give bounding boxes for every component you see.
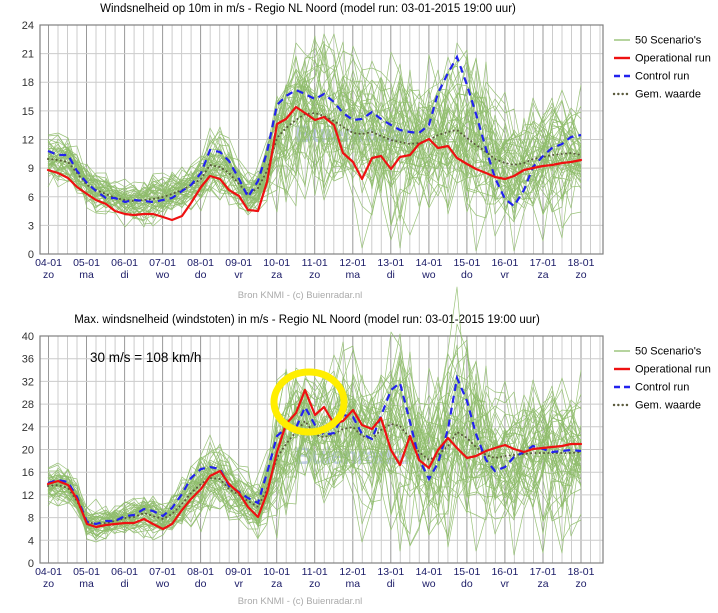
svg-text:zo: zo — [43, 578, 54, 590]
svg-text:4: 4 — [28, 535, 34, 547]
svg-text:do: do — [461, 578, 473, 590]
svg-text:13-01: 13-01 — [377, 566, 404, 578]
svg-text:07-01: 07-01 — [149, 566, 176, 578]
svg-text:do: do — [195, 269, 207, 281]
svg-text:17-01: 17-01 — [530, 257, 557, 269]
svg-text:vr: vr — [234, 578, 243, 590]
svg-text:24: 24 — [22, 20, 34, 32]
svg-text:Bron KNMI - (c) Buienradar.nl: Bron KNMI - (c) Buienradar.nl — [238, 290, 363, 301]
svg-text:do: do — [195, 578, 207, 590]
svg-text:Control run: Control run — [635, 382, 689, 394]
svg-text:36: 36 — [22, 354, 34, 366]
svg-text:16: 16 — [22, 467, 34, 479]
svg-text:30 m/s = 108 km/h: 30 m/s = 108 km/h — [90, 350, 201, 365]
svg-text:18-01: 18-01 — [568, 257, 595, 269]
svg-text:50 Scenario's: 50 Scenario's — [635, 35, 702, 47]
svg-text:vr: vr — [501, 578, 510, 590]
svg-text:05-01: 05-01 — [73, 566, 100, 578]
svg-text:wo: wo — [421, 269, 436, 281]
svg-text:07-01: 07-01 — [149, 257, 176, 269]
svg-text:10-01: 10-01 — [263, 566, 290, 578]
svg-text:zo: zo — [43, 269, 54, 281]
svg-text:40: 40 — [22, 331, 34, 343]
svg-text:15: 15 — [22, 106, 34, 118]
svg-text:ma: ma — [346, 578, 361, 590]
svg-text:Gem. waarde: Gem. waarde — [635, 400, 701, 412]
svg-text:06-01: 06-01 — [111, 566, 138, 578]
svg-text:04-01: 04-01 — [35, 257, 62, 269]
svg-text:zo: zo — [575, 578, 586, 590]
svg-text:16-01: 16-01 — [491, 566, 518, 578]
svg-text:09-01: 09-01 — [225, 257, 252, 269]
svg-text:zo: zo — [309, 269, 320, 281]
svg-text:ma: ma — [79, 269, 94, 281]
svg-text:20: 20 — [22, 445, 34, 457]
svg-text:15-01: 15-01 — [453, 566, 480, 578]
svg-text:50 Scenario's: 50 Scenario's — [635, 346, 702, 358]
svg-text:di: di — [121, 578, 129, 590]
svg-text:09-01: 09-01 — [225, 566, 252, 578]
svg-text:32: 32 — [22, 376, 34, 388]
svg-text:do: do — [461, 269, 473, 281]
svg-text:12: 12 — [22, 490, 34, 502]
svg-text:wo: wo — [155, 269, 170, 281]
svg-text:za: za — [271, 269, 282, 281]
svg-text:14-01: 14-01 — [415, 257, 442, 269]
svg-text:14-01: 14-01 — [415, 566, 442, 578]
svg-text:wo: wo — [155, 578, 170, 590]
svg-text:3: 3 — [28, 220, 34, 232]
svg-text:Max. windsnelheid (windstoten): Max. windsnelheid (windstoten) in m/s - … — [74, 314, 540, 326]
svg-text:17-01: 17-01 — [530, 566, 557, 578]
svg-text:zo: zo — [309, 578, 320, 590]
svg-text:13-01: 13-01 — [377, 257, 404, 269]
svg-text:vr: vr — [234, 269, 243, 281]
svg-text:24: 24 — [22, 422, 34, 434]
svg-text:12-01: 12-01 — [339, 257, 366, 269]
svg-text:di: di — [387, 269, 395, 281]
svg-text:11-01: 11-01 — [302, 566, 328, 578]
svg-text:Gem. waarde: Gem. waarde — [635, 89, 701, 101]
svg-text:Windsnelheid op 10m in m/s - R: Windsnelheid op 10m in m/s - Regio NL No… — [100, 3, 516, 15]
svg-text:za: za — [537, 269, 548, 281]
svg-text:08-01: 08-01 — [187, 566, 214, 578]
svg-text:za: za — [537, 578, 548, 590]
svg-text:12-01: 12-01 — [339, 566, 366, 578]
svg-text:wo: wo — [421, 578, 436, 590]
svg-text:di: di — [121, 269, 129, 281]
svg-text:ma: ma — [79, 578, 94, 590]
svg-text:Bron KNMI - (c) Buienradar.nl: Bron KNMI - (c) Buienradar.nl — [238, 596, 363, 607]
svg-text:06-01: 06-01 — [111, 257, 138, 269]
svg-text:Operational run: Operational run — [635, 53, 711, 65]
svg-text:05-01: 05-01 — [73, 257, 100, 269]
svg-text:12: 12 — [22, 135, 34, 147]
svg-text:di: di — [387, 578, 395, 590]
svg-text:Control run: Control run — [635, 71, 689, 83]
svg-text:0: 0 — [28, 558, 34, 570]
svg-text:18: 18 — [22, 77, 34, 89]
svg-text:zo: zo — [575, 269, 586, 281]
svg-text:18-01: 18-01 — [568, 566, 595, 578]
svg-text:0: 0 — [28, 249, 34, 261]
svg-text:21: 21 — [22, 49, 34, 61]
svg-text:08-01: 08-01 — [187, 257, 214, 269]
svg-text:11-01: 11-01 — [302, 257, 328, 269]
svg-text:vr: vr — [501, 269, 510, 281]
svg-text:Operational run: Operational run — [635, 364, 711, 376]
svg-text:za: za — [271, 578, 282, 590]
svg-text:10-01: 10-01 — [263, 257, 290, 269]
svg-text:9: 9 — [28, 163, 34, 175]
svg-text:28: 28 — [22, 399, 34, 411]
svg-text:15-01: 15-01 — [453, 257, 480, 269]
svg-text:8: 8 — [28, 513, 34, 525]
svg-text:6: 6 — [28, 192, 34, 204]
svg-text:ma: ma — [346, 269, 361, 281]
svg-text:16-01: 16-01 — [491, 257, 518, 269]
svg-text:04-01: 04-01 — [35, 566, 62, 578]
